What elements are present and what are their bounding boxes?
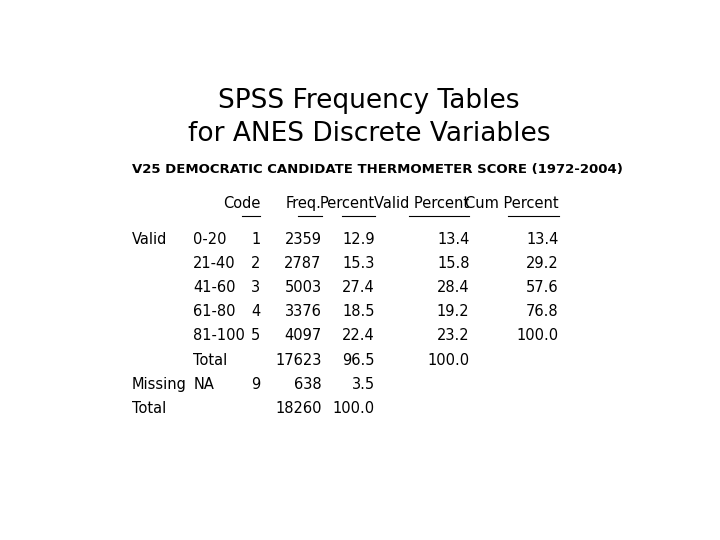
- Text: 18.5: 18.5: [342, 305, 374, 319]
- Text: 81-100: 81-100: [193, 328, 245, 343]
- Text: 5003: 5003: [284, 280, 322, 295]
- Text: 4097: 4097: [284, 328, 322, 343]
- Text: 41-60: 41-60: [193, 280, 235, 295]
- Text: 15.3: 15.3: [342, 256, 374, 271]
- Text: for ANES Discrete Variables: for ANES Discrete Variables: [188, 121, 550, 147]
- Text: 19.2: 19.2: [437, 305, 469, 319]
- Text: Code: Code: [222, 196, 260, 211]
- Text: 9: 9: [251, 377, 260, 392]
- Text: Total: Total: [193, 353, 228, 368]
- Text: 2787: 2787: [284, 256, 322, 271]
- Text: 13.4: 13.4: [526, 232, 559, 247]
- Text: Total: Total: [132, 401, 166, 416]
- Text: 22.4: 22.4: [342, 328, 374, 343]
- Text: 4: 4: [251, 305, 260, 319]
- Text: 27.4: 27.4: [342, 280, 374, 295]
- Text: 100.0: 100.0: [427, 353, 469, 368]
- Text: 2359: 2359: [284, 232, 322, 247]
- Text: 21-40: 21-40: [193, 256, 236, 271]
- Text: 5: 5: [251, 328, 260, 343]
- Text: 76.8: 76.8: [526, 305, 559, 319]
- Text: 100.0: 100.0: [333, 401, 374, 416]
- Text: NA: NA: [193, 377, 214, 392]
- Text: 638: 638: [294, 377, 322, 392]
- Text: 23.2: 23.2: [437, 328, 469, 343]
- Text: V25 DEMOCRATIC CANDIDATE THERMOMETER SCORE (1972-2004): V25 DEMOCRATIC CANDIDATE THERMOMETER SCO…: [132, 163, 623, 176]
- Text: 2: 2: [251, 256, 260, 271]
- Text: SPSS Frequency Tables: SPSS Frequency Tables: [218, 87, 520, 113]
- Text: 13.4: 13.4: [437, 232, 469, 247]
- Text: 61-80: 61-80: [193, 305, 235, 319]
- Text: Missing: Missing: [132, 377, 186, 392]
- Text: Cum Percent: Cum Percent: [465, 196, 559, 211]
- Text: 3.5: 3.5: [351, 377, 374, 392]
- Text: Valid Percent: Valid Percent: [374, 196, 469, 211]
- Text: 3: 3: [251, 280, 260, 295]
- Text: 18260: 18260: [275, 401, 322, 416]
- Text: Freq.: Freq.: [286, 196, 322, 211]
- Text: 17623: 17623: [275, 353, 322, 368]
- Text: 3376: 3376: [284, 305, 322, 319]
- Text: Percent: Percent: [320, 196, 374, 211]
- Text: 12.9: 12.9: [342, 232, 374, 247]
- Text: 57.6: 57.6: [526, 280, 559, 295]
- Text: 96.5: 96.5: [342, 353, 374, 368]
- Text: 15.8: 15.8: [437, 256, 469, 271]
- Text: Valid: Valid: [132, 232, 167, 247]
- Text: 29.2: 29.2: [526, 256, 559, 271]
- Text: 1: 1: [251, 232, 260, 247]
- Text: 28.4: 28.4: [437, 280, 469, 295]
- Text: 100.0: 100.0: [516, 328, 559, 343]
- Text: 0-20: 0-20: [193, 232, 227, 247]
